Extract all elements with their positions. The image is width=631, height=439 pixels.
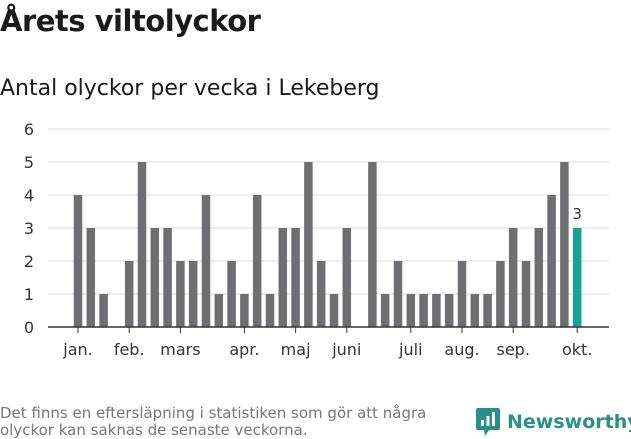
bar bbox=[188, 261, 198, 327]
bar bbox=[547, 195, 556, 327]
y-tick-label: 4 bbox=[24, 186, 34, 205]
brand-logo[interactable]: Newsworthy bbox=[475, 406, 631, 438]
bar bbox=[265, 294, 275, 327]
bar bbox=[521, 261, 531, 327]
bar bbox=[508, 228, 518, 327]
x-axis: jan. feb. mars apr. maj juni juli aug. sep. okt. bbox=[48, 326, 609, 359]
x-tick-label: juli bbox=[398, 340, 422, 359]
bar-highlight bbox=[572, 228, 582, 327]
bar bbox=[496, 261, 505, 327]
y-tick-label: 3 bbox=[24, 219, 34, 238]
bar bbox=[534, 228, 544, 327]
bar bbox=[406, 294, 416, 327]
bar bbox=[252, 195, 262, 327]
bar bbox=[176, 261, 185, 327]
y-axis-ticks: 0 1 2 3 4 5 6 bbox=[24, 120, 34, 337]
bar bbox=[457, 261, 467, 327]
y-tick-label: 0 bbox=[24, 318, 34, 337]
bar bbox=[368, 162, 377, 327]
bars bbox=[73, 162, 582, 327]
bar bbox=[432, 294, 441, 327]
bar bbox=[304, 162, 313, 327]
bar bbox=[150, 228, 160, 327]
bar bbox=[214, 294, 224, 327]
bar bbox=[278, 228, 288, 327]
bar bbox=[483, 294, 492, 327]
x-tick-label: jan. bbox=[62, 340, 92, 359]
bar bbox=[560, 162, 569, 327]
bar bbox=[240, 294, 249, 327]
bar bbox=[393, 261, 403, 327]
data-labels: 3 bbox=[572, 205, 582, 223]
y-tick-label: 2 bbox=[24, 252, 34, 271]
bar bbox=[137, 162, 147, 327]
brand-name: Newsworthy bbox=[507, 411, 631, 433]
bar bbox=[99, 294, 108, 327]
bar bbox=[124, 261, 134, 327]
bar bbox=[163, 228, 172, 327]
bar bbox=[380, 294, 390, 327]
bar bbox=[342, 228, 352, 327]
bar bbox=[419, 294, 428, 327]
x-tick-label: sep. bbox=[496, 340, 529, 359]
newsworthy-logo-icon bbox=[476, 408, 500, 436]
x-tick-label: okt. bbox=[562, 340, 592, 359]
chart-title: Årets viltolyckor bbox=[0, 4, 261, 38]
bar bbox=[470, 294, 480, 327]
bar bbox=[316, 261, 326, 327]
bar bbox=[86, 228, 96, 327]
bar-chart: 0 1 2 3 4 5 6 jan. feb. mars apr. maj juni juli aug. s… bbox=[24, 120, 609, 359]
footnote: Det finns en eftersläpning i statistiken… bbox=[0, 404, 427, 439]
last-value-label: 3 bbox=[572, 205, 582, 223]
bar bbox=[444, 294, 454, 327]
y-tick-label: 5 bbox=[24, 153, 34, 172]
x-tick-label: mars bbox=[160, 340, 200, 359]
x-tick-label: feb. bbox=[114, 340, 145, 359]
x-tick-label: aug. bbox=[444, 340, 479, 359]
bar bbox=[201, 195, 211, 327]
bar bbox=[73, 195, 83, 327]
bar bbox=[291, 228, 300, 327]
x-tick-label: apr. bbox=[229, 340, 259, 359]
bar bbox=[329, 294, 339, 327]
bar bbox=[227, 261, 236, 327]
chart-subtitle: Antal olyckor per vecka i Lekeberg bbox=[0, 76, 380, 101]
y-tick-label: 1 bbox=[24, 285, 34, 304]
y-tick-label: 6 bbox=[24, 120, 34, 139]
x-tick-label: juni bbox=[331, 340, 361, 359]
x-tick-label: maj bbox=[281, 340, 311, 359]
